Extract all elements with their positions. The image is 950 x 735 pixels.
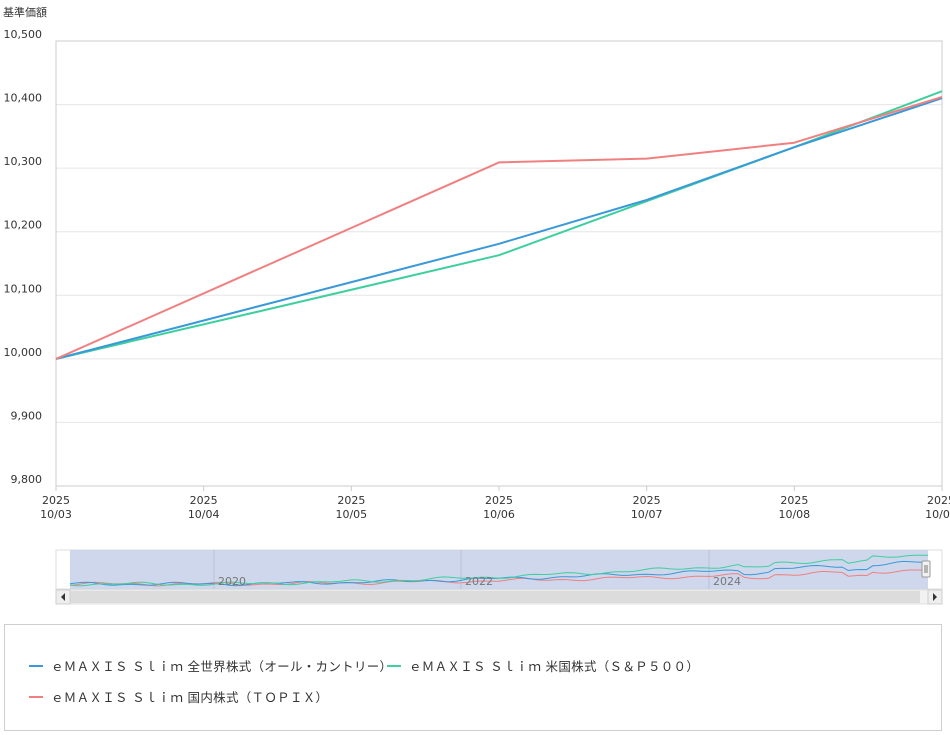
series-lines [55, 90, 943, 360]
x-tick-year: 2025 [780, 494, 808, 507]
scrollbar-thumb[interactable] [70, 591, 920, 603]
legend-item-all-world[interactable]: ｅＭＡＸＩＳ Ｓｌｉｍ 全世界株式（オール・カントリー） [29, 656, 392, 675]
navigator-labels: 2020 2022 2024 [218, 575, 741, 588]
navigator-line-topix [69, 569, 929, 587]
legend-label-sp500: ｅＭＡＸＩＳ Ｓｌｉｍ 米国株式（Ｓ＆Ｐ５００） [409, 659, 700, 674]
legend-label-topix: ｅＭＡＸＩＳ Ｓｌｉｍ 国内株式（ＴＯＰＩＸ） [51, 690, 329, 705]
gridlines [56, 40, 942, 487]
x-tick-year: 2025 [633, 494, 661, 507]
x-tick-year: 2025 [337, 494, 365, 507]
y-tick-label: 10,500 [4, 28, 43, 41]
scrollbar[interactable] [55, 589, 943, 605]
x-tick-year: 2025 [485, 494, 513, 507]
x-tick-date: 10/09 [925, 508, 950, 521]
navigator-selection[interactable] [70, 550, 928, 589]
range-navigator[interactable]: 2020 2022 2024 [55, 549, 943, 590]
y-tick-label: 10,000 [4, 346, 43, 359]
y-tick-label: 10,300 [4, 155, 43, 168]
scroll-right-arrow-icon [933, 593, 937, 601]
legend-item-topix[interactable]: ｅＭＡＸＩＳ Ｓｌｉｍ 国内株式（ＴＯＰＩＸ） [29, 687, 328, 706]
y-axis-label: 基準価額 [3, 5, 47, 19]
x-tick-year: 2025 [927, 494, 950, 507]
navigator-line-sp500 [69, 554, 928, 587]
x-axis-ticks: 202510/03202510/04202510/05202510/062025… [40, 486, 950, 521]
series-line-2 [55, 95, 943, 360]
legend-swatch-sp500 [387, 664, 401, 667]
series-line-1 [55, 90, 943, 360]
navigator-year-label: 2024 [713, 575, 741, 588]
x-tick-date: 10/08 [778, 508, 810, 521]
chart-area: 基準価額 10,500 10,400 10,300 10,200 10,100 10,00… [3, 5, 950, 605]
y-tick-label: 9,800 [11, 473, 43, 486]
navigator-year-label: 2020 [218, 575, 246, 588]
legend-swatch-topix [29, 695, 43, 698]
x-tick-year: 2025 [42, 494, 70, 507]
plot-border [55, 40, 943, 487]
x-tick-date: 10/03 [40, 508, 72, 521]
y-axis-ticks: 10,500 10,400 10,300 10,200 10,100 10,000 9,90… [4, 28, 43, 486]
navigator-handle-right[interactable] [921, 560, 931, 578]
x-tick-year: 2025 [190, 494, 218, 507]
scroll-left-arrow-icon [61, 593, 65, 601]
y-tick-label: 9,900 [11, 409, 43, 422]
y-tick-label: 10,400 [4, 92, 43, 105]
navigator-year-label: 2022 [465, 575, 493, 588]
y-tick-label: 10,200 [4, 219, 43, 232]
line-chart: 基準価額 10,500 10,400 10,300 10,200 10,100 10,00… [3, 5, 950, 605]
series-line-0 [55, 97, 943, 360]
y-tick-label: 10,100 [4, 282, 43, 295]
legend-item-sp500[interactable]: ｅＭＡＸＩＳ Ｓｌｉｍ 米国株式（Ｓ＆Ｐ５００） [387, 656, 699, 675]
legend-swatch-all-world [29, 664, 43, 667]
navigator-lines [69, 554, 929, 587]
x-tick-date: 10/05 [335, 508, 367, 521]
legend-label-all-world: ｅＭＡＸＩＳ Ｓｌｉｍ 全世界株式（オール・カントリー） [51, 659, 393, 674]
x-tick-date: 10/04 [188, 508, 220, 521]
x-tick-date: 10/06 [483, 508, 515, 521]
legend: ｅＭＡＸＩＳ Ｓｌｉｍ 全世界株式（オール・カントリー） ｅＭＡＸＩＳ Ｓｌｉｍ… [4, 624, 942, 731]
x-tick-date: 10/07 [631, 508, 663, 521]
